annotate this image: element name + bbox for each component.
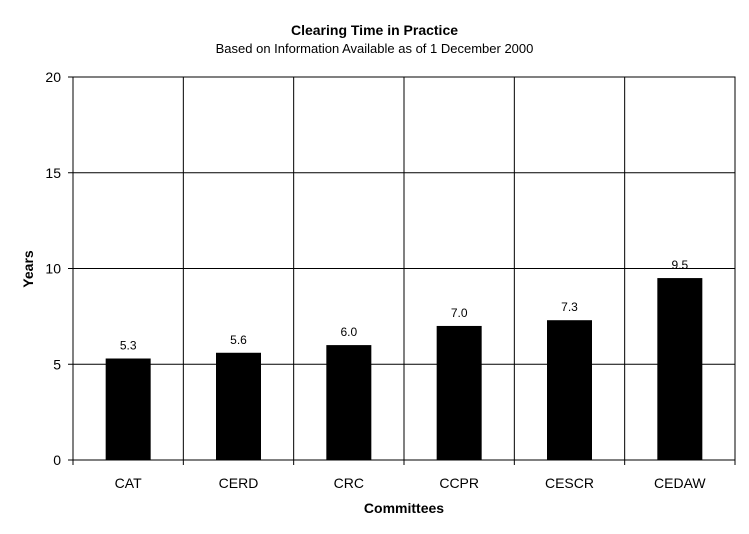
label-layer: 0 5 10 15 20 5.3 CAT 5.6 CERD 6.0 CRC 7.0 CCPR 7.3 CES… <box>45 69 706 491</box>
chart-title: Clearing Time in Practice <box>290 22 459 38</box>
x-tick-label-cescr: CESCR <box>545 475 594 491</box>
bar-cescr <box>547 320 592 460</box>
y-axis-title: Years <box>20 250 36 288</box>
y-tick-label: 5 <box>53 356 61 372</box>
axis-layer <box>68 76 736 465</box>
data-label-cescr: 7.3 <box>561 300 578 314</box>
bar-layer <box>105 278 703 460</box>
data-label-cat: 5.3 <box>120 339 137 353</box>
x-tick-label-cat: CAT <box>115 475 142 491</box>
grid-layer <box>72 76 736 461</box>
x-tick-label-cerd: CERD <box>219 475 259 491</box>
x-tick-label-cedaw: CEDAW <box>654 475 706 491</box>
y-tick-label: 0 <box>53 452 61 468</box>
x-tick-label-ccpr: CCPR <box>439 475 479 491</box>
data-label-cerd: 5.6 <box>230 333 247 347</box>
chart-subtitle: Based on Information Available as of 1 D… <box>215 41 534 56</box>
bar-ccpr <box>436 325 482 460</box>
x-tick-label-crc: CRC <box>334 475 364 491</box>
data-label-ccpr: 7.0 <box>451 306 468 320</box>
bar-crc <box>326 345 372 460</box>
data-label-crc: 6.0 <box>340 325 357 339</box>
x-axis-title: Committees <box>364 500 444 516</box>
y-tick-label: 20 <box>45 69 61 85</box>
data-label-cedaw: 9.5 <box>671 258 688 272</box>
bar-cedaw <box>657 278 703 460</box>
y-tick-label: 15 <box>45 165 61 181</box>
y-tick-label: 10 <box>45 261 61 277</box>
bar-cerd <box>216 352 261 460</box>
bar-cat <box>105 358 151 460</box>
